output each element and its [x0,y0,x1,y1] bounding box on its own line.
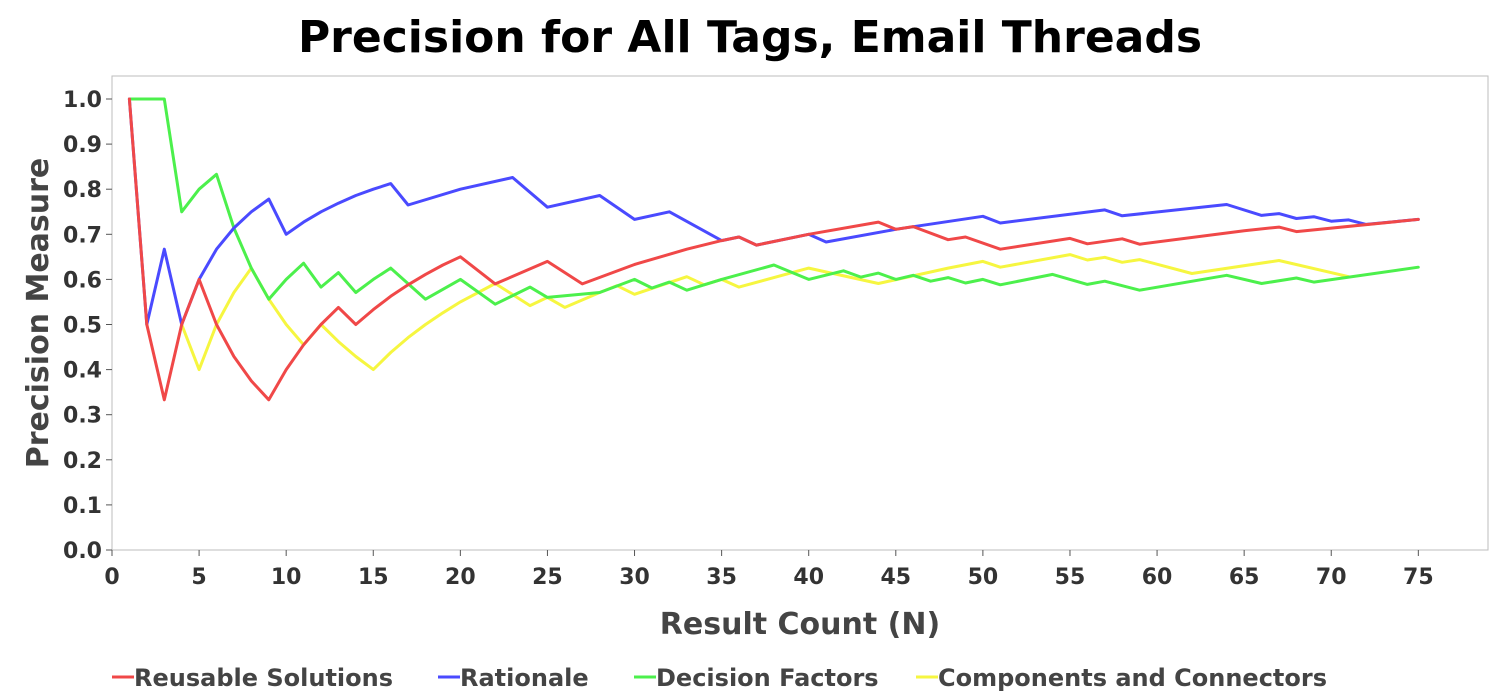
x-tick-label: 60 [1142,565,1173,590]
y-tick-label: 0.6 [63,268,102,293]
x-tick-label: 35 [706,565,737,590]
legend: Reusable Solutions Rationale Decision Fact… [112,664,1327,692]
legend-label-decision-factors: Decision Factors [656,664,879,692]
x-tick-label: 40 [793,565,824,590]
x-tick-label: 45 [880,565,911,590]
chart-title: Precision for All Tags, Email Threads [298,12,1202,63]
y-tick-label: 0.0 [63,539,102,564]
x-tick-label: 25 [532,565,563,590]
legend-label-reusable-solutions: Reusable Solutions [134,664,393,692]
y-tick-label: 0.4 [63,359,102,384]
x-tick-label: 20 [445,565,476,590]
y-tick-label: 0.1 [63,494,102,519]
x-axis-ticks: 0 5 10 15 20 25 30 35 40 45 50 55 60 65 70 75 [104,550,1434,590]
y-tick-label: 0.8 [63,178,102,203]
x-tick-label: 15 [358,565,389,590]
y-tick-label: 0.9 [63,133,102,158]
plot-area [111,75,1489,551]
x-tick-label: 5 [191,565,206,590]
x-tick-label: 30 [619,565,650,590]
series-line-decision-factors [127,97,1420,306]
x-tick-label: 70 [1316,565,1347,590]
x-tick-label: 50 [968,565,999,590]
x-tick-label: 55 [1055,565,1086,590]
x-axis-label: Result Count (N) [660,607,940,642]
y-tick-label: 0.5 [63,314,102,339]
legend-label-rationale: Rationale [460,664,589,692]
x-tick-label: 0 [104,565,119,590]
series-lines [127,97,1420,402]
y-tick-label: 0.2 [63,449,102,474]
legend-label-components-and-connectors: Components and Connectors [938,664,1327,692]
x-tick-label: 65 [1229,565,1260,590]
y-tick-label: 0.7 [63,223,102,248]
x-tick-label: 10 [271,565,302,590]
series-line-components-and-connectors [180,253,1351,372]
y-axis-ticks: 0.0 0.1 0.2 0.3 0.4 0.5 0.6 0.7 0.8 0.9 1.0 [63,88,112,564]
y-axis-label: Precision Measure [21,158,56,469]
y-tick-label: 0.3 [63,404,102,429]
series-line-reusable-solutions [127,97,1420,402]
series-line-rationale [127,97,1420,326]
y-tick-label: 1.0 [63,88,102,113]
x-tick-label: 75 [1403,565,1434,590]
